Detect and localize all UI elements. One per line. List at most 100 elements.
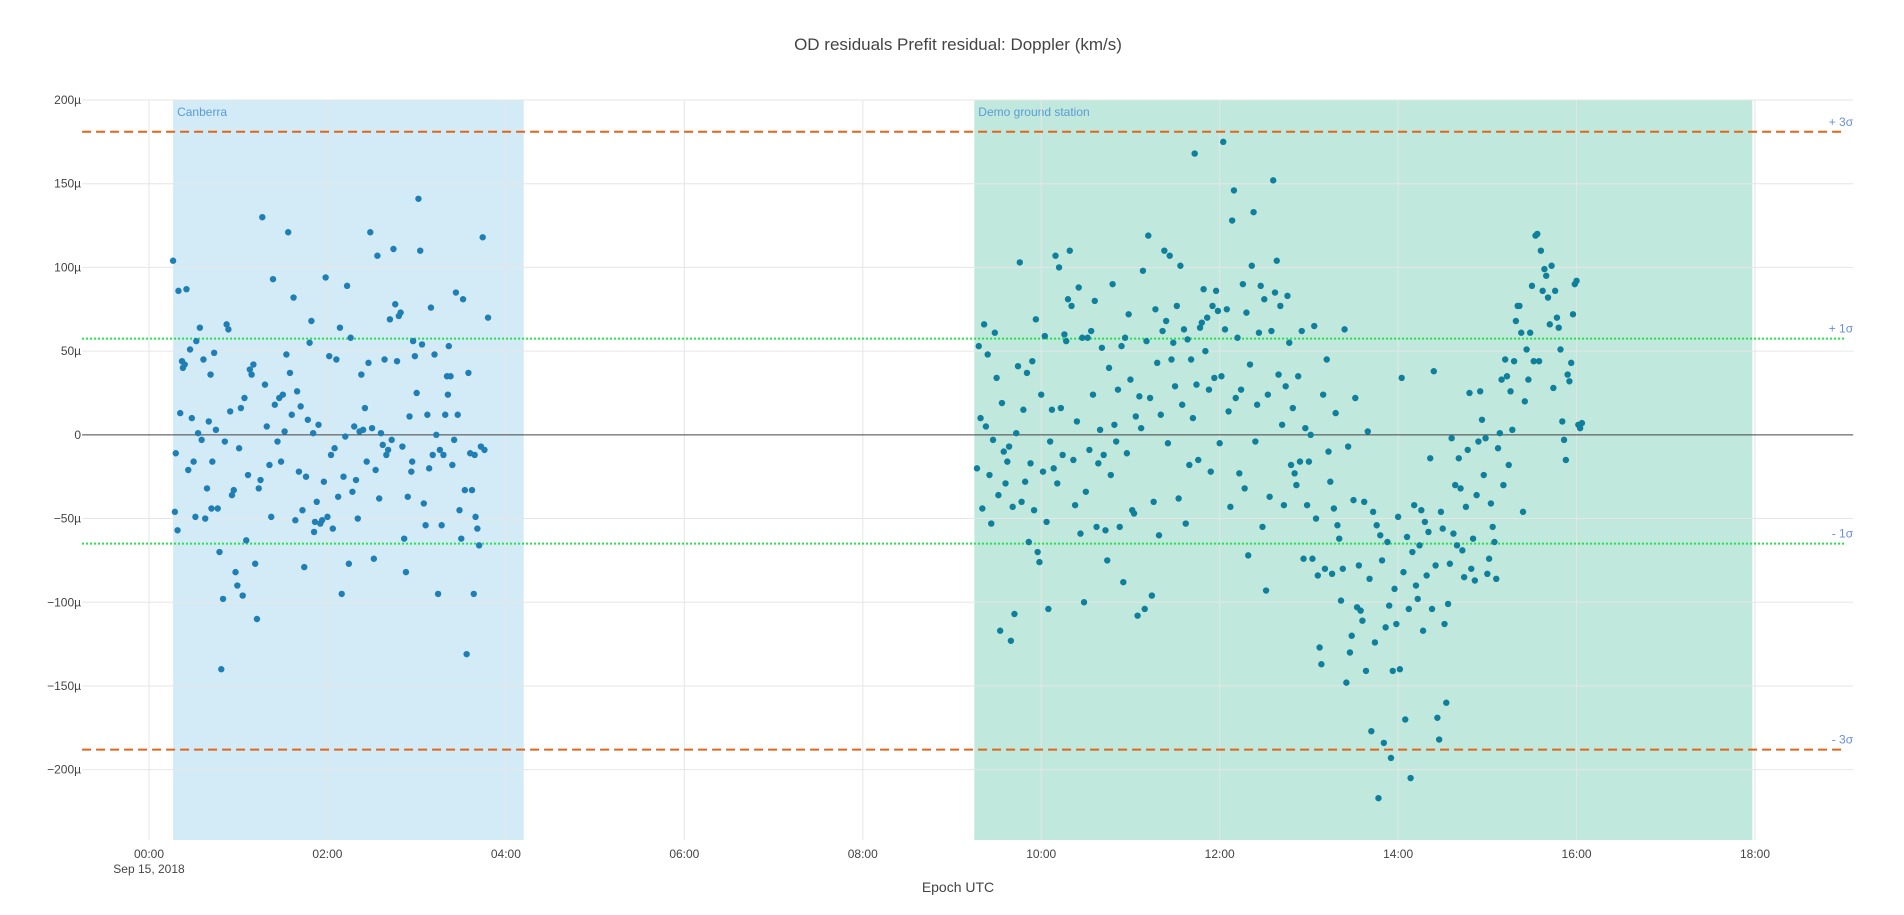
point-1-138 — [1220, 138, 1227, 146]
point-1-296 — [1501, 356, 1509, 363]
point-1-159 — [1257, 282, 1264, 290]
point-1-233 — [1389, 667, 1396, 675]
point-1-272 — [1459, 547, 1466, 554]
point-0-178 — [310, 528, 318, 536]
point-1-221 — [1368, 727, 1375, 735]
point-1-323 — [1550, 384, 1557, 392]
point-1-65 — [1089, 391, 1097, 398]
point-0-74 — [301, 563, 308, 571]
point-1-37 — [1039, 468, 1047, 475]
point-1-148 — [1237, 386, 1245, 393]
point-0-139 — [417, 247, 424, 254]
point-1-270 — [1455, 455, 1462, 462]
point-1-103 — [1157, 411, 1164, 418]
point-1-89 — [1132, 413, 1139, 420]
point-1-105 — [1161, 247, 1168, 254]
sigma-label-1: + 1σ — [1829, 322, 1854, 336]
point-0-110 — [365, 359, 372, 367]
point-1-332 — [1566, 378, 1573, 385]
point-1-187 — [1307, 431, 1314, 439]
point-0-23 — [207, 371, 214, 378]
point-0-68 — [290, 294, 297, 301]
point-1-164 — [1266, 493, 1273, 500]
point-1-263 — [1443, 699, 1450, 706]
point-1-42 — [1048, 406, 1056, 413]
point-0-61 — [277, 458, 285, 465]
point-0-5 — [177, 409, 184, 417]
point-1-195 — [1321, 565, 1329, 572]
point-1-282 — [1476, 388, 1484, 395]
point-0-118 — [379, 441, 386, 449]
point-1-156 — [1252, 438, 1259, 445]
point-0-18 — [198, 436, 205, 444]
sigma-label-2: - 1σ — [1832, 527, 1854, 541]
point-0-55 — [266, 461, 273, 469]
point-0-51 — [257, 476, 264, 484]
point-0-131 — [402, 568, 410, 576]
point-1-132 — [1209, 302, 1216, 310]
point-0-33 — [225, 326, 232, 333]
point-1-39 — [1043, 518, 1050, 526]
point-1-230 — [1384, 538, 1391, 546]
point-1-182 — [1298, 327, 1305, 335]
x-tick-label-1: 02:00 — [312, 847, 342, 861]
point-1-231 — [1385, 602, 1393, 609]
point-1-331 — [1564, 371, 1571, 378]
point-0-165 — [463, 650, 470, 658]
point-0-12 — [188, 414, 196, 422]
point-1-240 — [1402, 716, 1409, 723]
point-1-30 — [1027, 460, 1034, 467]
point-0-58 — [271, 401, 279, 408]
point-1-63 — [1086, 446, 1093, 454]
x-tick-label-4: 08:00 — [848, 847, 878, 861]
point-0-138 — [415, 195, 422, 202]
point-1-172 — [1280, 501, 1288, 509]
point-1-77 — [1111, 421, 1118, 428]
point-0-134 — [408, 468, 415, 475]
point-1-36 — [1038, 391, 1045, 398]
point-0-29 — [218, 666, 225, 673]
point-1-133 — [1211, 374, 1218, 382]
point-1-28 — [1023, 369, 1031, 377]
point-0-136 — [411, 352, 419, 360]
point-1-308 — [1523, 346, 1530, 353]
point-1-193 — [1318, 661, 1325, 668]
point-1-145 — [1232, 394, 1239, 402]
point-1-199 — [1328, 570, 1336, 578]
point-0-159 — [452, 289, 460, 296]
point-0-158 — [450, 436, 458, 444]
point-0-141 — [420, 500, 428, 507]
point-1-209 — [1346, 649, 1354, 656]
point-0-124 — [390, 245, 397, 253]
point-0-37 — [232, 568, 239, 576]
point-1-19 — [1007, 637, 1015, 644]
point-1-196 — [1323, 356, 1330, 363]
region-label-0: Canberra — [177, 105, 227, 119]
point-0-162 — [458, 535, 465, 542]
point-1-60 — [1080, 599, 1088, 606]
point-1-288 — [1487, 500, 1495, 507]
x-tick-label-0: 00:00 — [134, 847, 164, 861]
point-1-47 — [1057, 404, 1065, 412]
y-tick-label-6: −100µ — [47, 595, 81, 609]
point-1-194 — [1319, 391, 1327, 398]
point-0-148 — [433, 431, 440, 439]
point-1-83 — [1121, 334, 1129, 341]
point-1-128 — [1202, 347, 1209, 355]
point-1-294 — [1498, 376, 1505, 383]
point-1-76 — [1109, 280, 1116, 288]
point-0-104 — [354, 515, 361, 522]
point-0-166 — [465, 369, 472, 377]
point-0-46 — [248, 371, 255, 378]
point-1-238 — [1398, 374, 1405, 382]
point-1-286 — [1484, 570, 1491, 578]
point-1-126 — [1198, 319, 1206, 326]
point-1-280 — [1473, 491, 1480, 499]
point-1-136 — [1216, 440, 1223, 447]
point-1-252 — [1423, 572, 1430, 579]
point-0-11 — [186, 346, 194, 353]
point-0-31 — [221, 438, 229, 445]
point-1-3 — [979, 505, 986, 512]
point-1-119 — [1186, 461, 1193, 469]
point-1-142 — [1227, 503, 1234, 511]
